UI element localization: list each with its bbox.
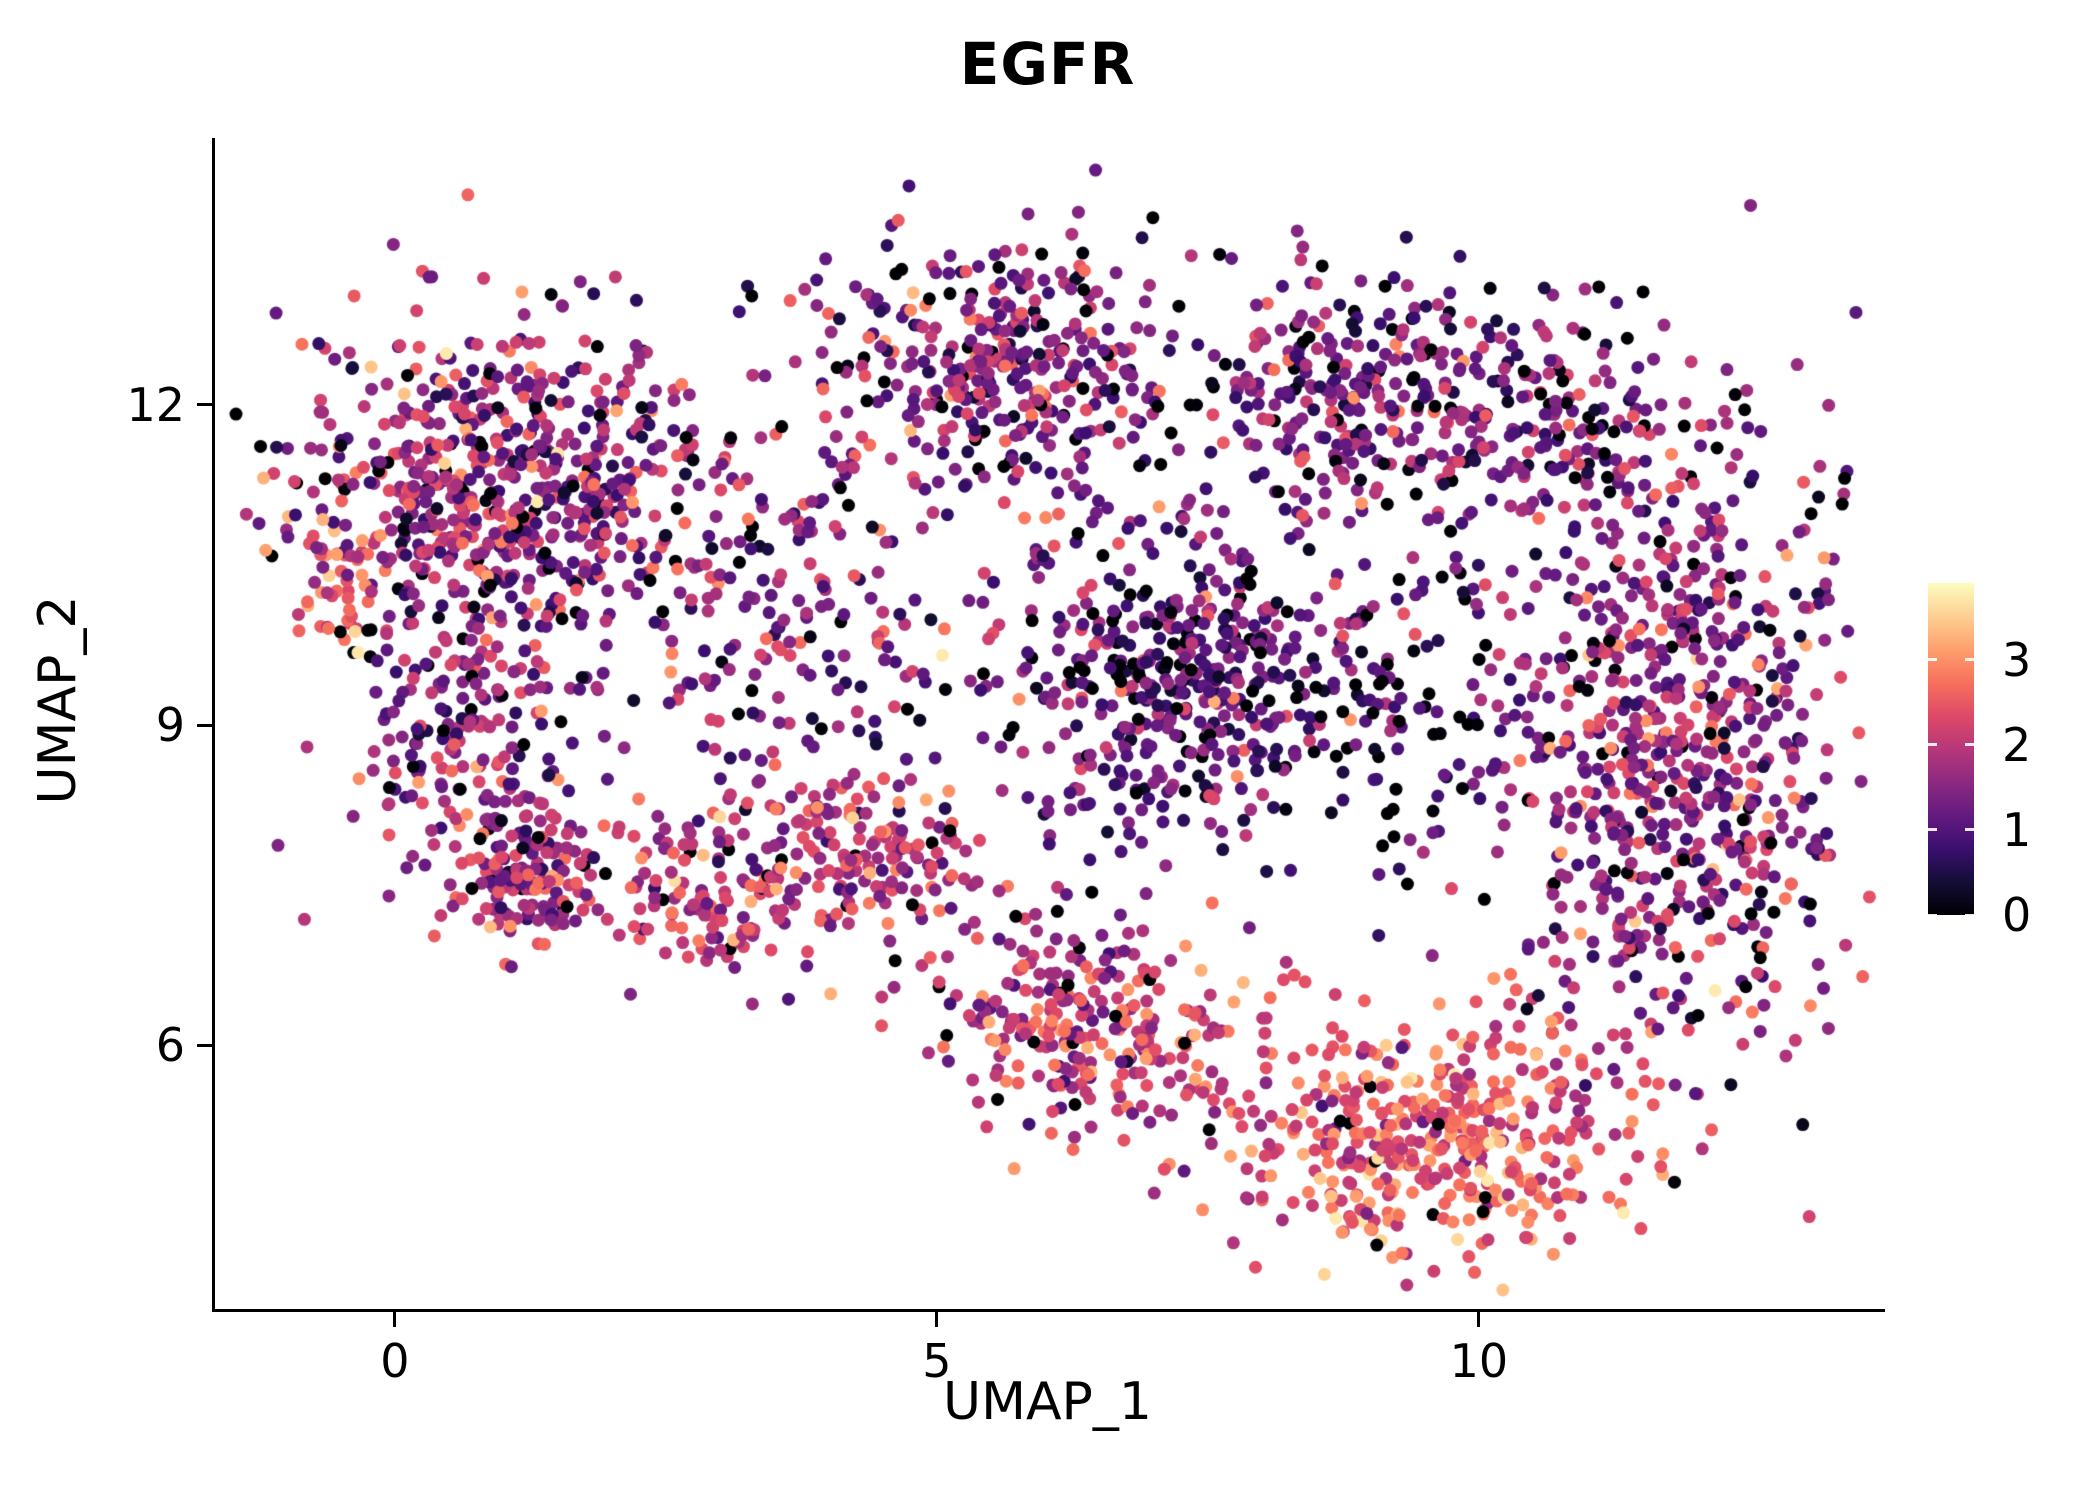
colorbar-tick-label: 1	[2002, 802, 2032, 857]
colorbar	[1928, 583, 1974, 915]
colorbar-tick-mark	[1965, 913, 1974, 917]
y-tick-label: 6	[155, 1018, 185, 1073]
colorbar-tick-label: 3	[2002, 632, 2032, 687]
colorbar-gradient	[1928, 583, 1974, 915]
x-tick-label: 10	[1449, 1334, 1509, 1388]
y-tick-label: 12	[126, 377, 185, 432]
x-tick-mark	[1477, 1312, 1481, 1327]
y-tick-mark	[197, 1043, 212, 1047]
x-tick-mark	[393, 1312, 397, 1327]
colorbar-tick-mark	[1928, 743, 1937, 747]
colorbar-tick-label: 2	[2002, 717, 2032, 772]
x-tick-mark	[935, 1312, 939, 1327]
colorbar-tick-mark	[1928, 658, 1937, 662]
colorbar-tick-mark	[1965, 743, 1974, 747]
colorbar-tick-mark	[1965, 658, 1974, 662]
x-tick-label: 5	[922, 1334, 952, 1388]
x-tick-label: 0	[380, 1334, 410, 1388]
y-tick-mark	[197, 403, 212, 407]
colorbar-tick-mark	[1965, 828, 1974, 832]
y-axis-line	[212, 138, 215, 1312]
chart-title: EGFR	[959, 30, 1136, 98]
y-tick-mark	[197, 723, 212, 727]
y-axis-title: UMAP_2	[28, 595, 88, 805]
x-axis-line	[212, 1309, 1885, 1312]
colorbar-tick-mark	[1928, 828, 1937, 832]
colorbar-tick-mark	[1928, 913, 1937, 917]
y-tick-label: 9	[155, 698, 185, 752]
x-axis-title: UMAP_1	[943, 1372, 1152, 1432]
colorbar-tick-label: 0	[2002, 888, 2032, 942]
